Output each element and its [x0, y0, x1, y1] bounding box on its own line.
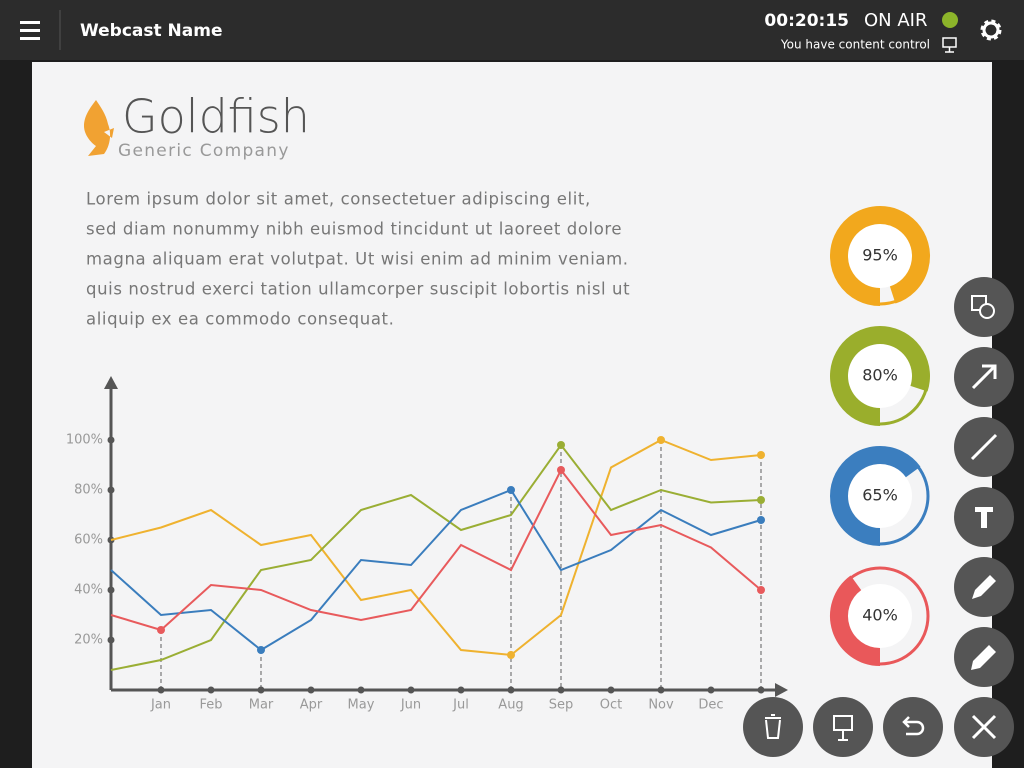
- x-tick: [407, 686, 415, 694]
- y-tick: [107, 486, 115, 494]
- x-tick-label: Mar: [249, 698, 274, 713]
- webcast-title: Webcast Name: [80, 21, 223, 41]
- paragraph-line: quis nostrud exerci tation ullamcorper s…: [86, 280, 630, 299]
- x-tick-label: Sep: [549, 698, 574, 713]
- x-tick: [507, 686, 515, 694]
- x-tick: [257, 686, 265, 694]
- y-tick: [107, 436, 115, 444]
- x-tick-label: Dec: [698, 698, 723, 713]
- x-tick-label: Jan: [150, 698, 171, 713]
- paragraph: Lorem ipsum dolor sit amet, consectetuer…: [86, 190, 630, 329]
- donut-label: 65%: [862, 486, 898, 505]
- donut-label: 95%: [862, 246, 898, 265]
- series-line: [110, 443, 762, 671]
- x-tick: [557, 686, 565, 694]
- slide: [32, 62, 992, 768]
- x-tick: [707, 686, 715, 694]
- paragraph-line: aliquip ex ea commodo consequat.: [86, 310, 394, 329]
- donut-label: 40%: [862, 606, 898, 625]
- paragraph-line: sed diam nonummy nibh euismod tincidunt …: [86, 220, 622, 239]
- highlighter-tool[interactable]: [954, 557, 1014, 617]
- y-tick-label: 60%: [74, 533, 103, 548]
- x-tick: [157, 686, 165, 694]
- series-line: [110, 438, 762, 657]
- x-tick-label: Feb: [199, 698, 222, 713]
- y-tick-label: 20%: [74, 633, 103, 648]
- x-tick-label: Oct: [600, 698, 622, 713]
- donut-center: [848, 344, 912, 408]
- data-point: [507, 651, 515, 659]
- x-tick-label: May: [348, 698, 375, 713]
- data-point: [657, 436, 665, 444]
- y-axis-arrow: [104, 376, 118, 389]
- y-tick-label: 80%: [74, 483, 103, 498]
- status-dot: [942, 12, 958, 28]
- paragraph-line: Lorem ipsum dolor sit amet, consectetuer…: [86, 190, 591, 209]
- data-point: [557, 441, 565, 449]
- present-button[interactable]: [813, 697, 873, 757]
- arrow-tool[interactable]: [954, 347, 1014, 407]
- shape-tool[interactable]: [954, 277, 1014, 337]
- pen-tool[interactable]: [954, 627, 1014, 687]
- data-point: [757, 516, 765, 524]
- presenter-icon: [942, 37, 957, 53]
- donut-arc: [830, 206, 930, 306]
- line-chart: 20% 40% 60% 80% 100% Jan Feb Mar Apr May Jun Jul Aug…: [66, 376, 788, 713]
- data-point: [507, 486, 515, 494]
- x-tick-label: Nov: [648, 698, 674, 713]
- x-tick: [207, 686, 215, 694]
- close-tool[interactable]: [954, 697, 1014, 757]
- control-status: You have content control: [780, 38, 930, 52]
- x-tick: [457, 686, 465, 694]
- donut-charts: 95% 80% 65% 40%: [830, 206, 930, 666]
- series-line: [110, 488, 762, 652]
- donut-center: [848, 464, 912, 528]
- data-point: [557, 466, 565, 474]
- donut-center: [848, 584, 912, 648]
- series-line: [110, 468, 762, 632]
- y-tick: [107, 636, 115, 644]
- on-air-status: ON AIR: [864, 10, 927, 31]
- x-tick: [607, 686, 615, 694]
- delete-button[interactable]: [743, 697, 803, 757]
- menu-button[interactable]: [20, 21, 40, 40]
- x-tick-label: Jul: [452, 698, 469, 713]
- data-point: [157, 626, 165, 634]
- y-tick-label: 40%: [74, 583, 103, 598]
- x-tick: [657, 686, 665, 694]
- top-bar: [0, 0, 1024, 60]
- x-tick-label: Aug: [498, 698, 523, 713]
- donut-center: [848, 224, 912, 288]
- donut-arc: [830, 326, 930, 426]
- data-point: [757, 496, 765, 504]
- line-tool[interactable]: [954, 417, 1014, 477]
- y-tick: [107, 586, 115, 594]
- timer: 00:20:15: [764, 11, 849, 31]
- x-tick: [757, 686, 765, 694]
- settings-button[interactable]: [980, 19, 1002, 41]
- x-tick: [307, 686, 315, 694]
- x-tick-label: Jun: [400, 698, 421, 713]
- goldfish-logo: [84, 100, 114, 156]
- donut-arc: [830, 575, 881, 666]
- brand-name: Goldfish: [122, 90, 310, 144]
- data-point: [257, 646, 265, 654]
- x-tick-label: Apr: [300, 698, 323, 713]
- x-axis-arrow: [775, 683, 788, 697]
- paragraph-line: magna aliquam erat volutpat. Ut wisi eni…: [86, 250, 629, 269]
- y-tick-label: 100%: [66, 433, 103, 448]
- donut-label: 80%: [862, 366, 898, 385]
- data-point: [757, 586, 765, 594]
- data-point: [757, 451, 765, 459]
- x-tick: [357, 686, 365, 694]
- donut-arc: [830, 446, 921, 546]
- text-tool[interactable]: [954, 487, 1014, 547]
- company-name: Generic Company: [118, 141, 290, 161]
- undo-button[interactable]: [883, 697, 943, 757]
